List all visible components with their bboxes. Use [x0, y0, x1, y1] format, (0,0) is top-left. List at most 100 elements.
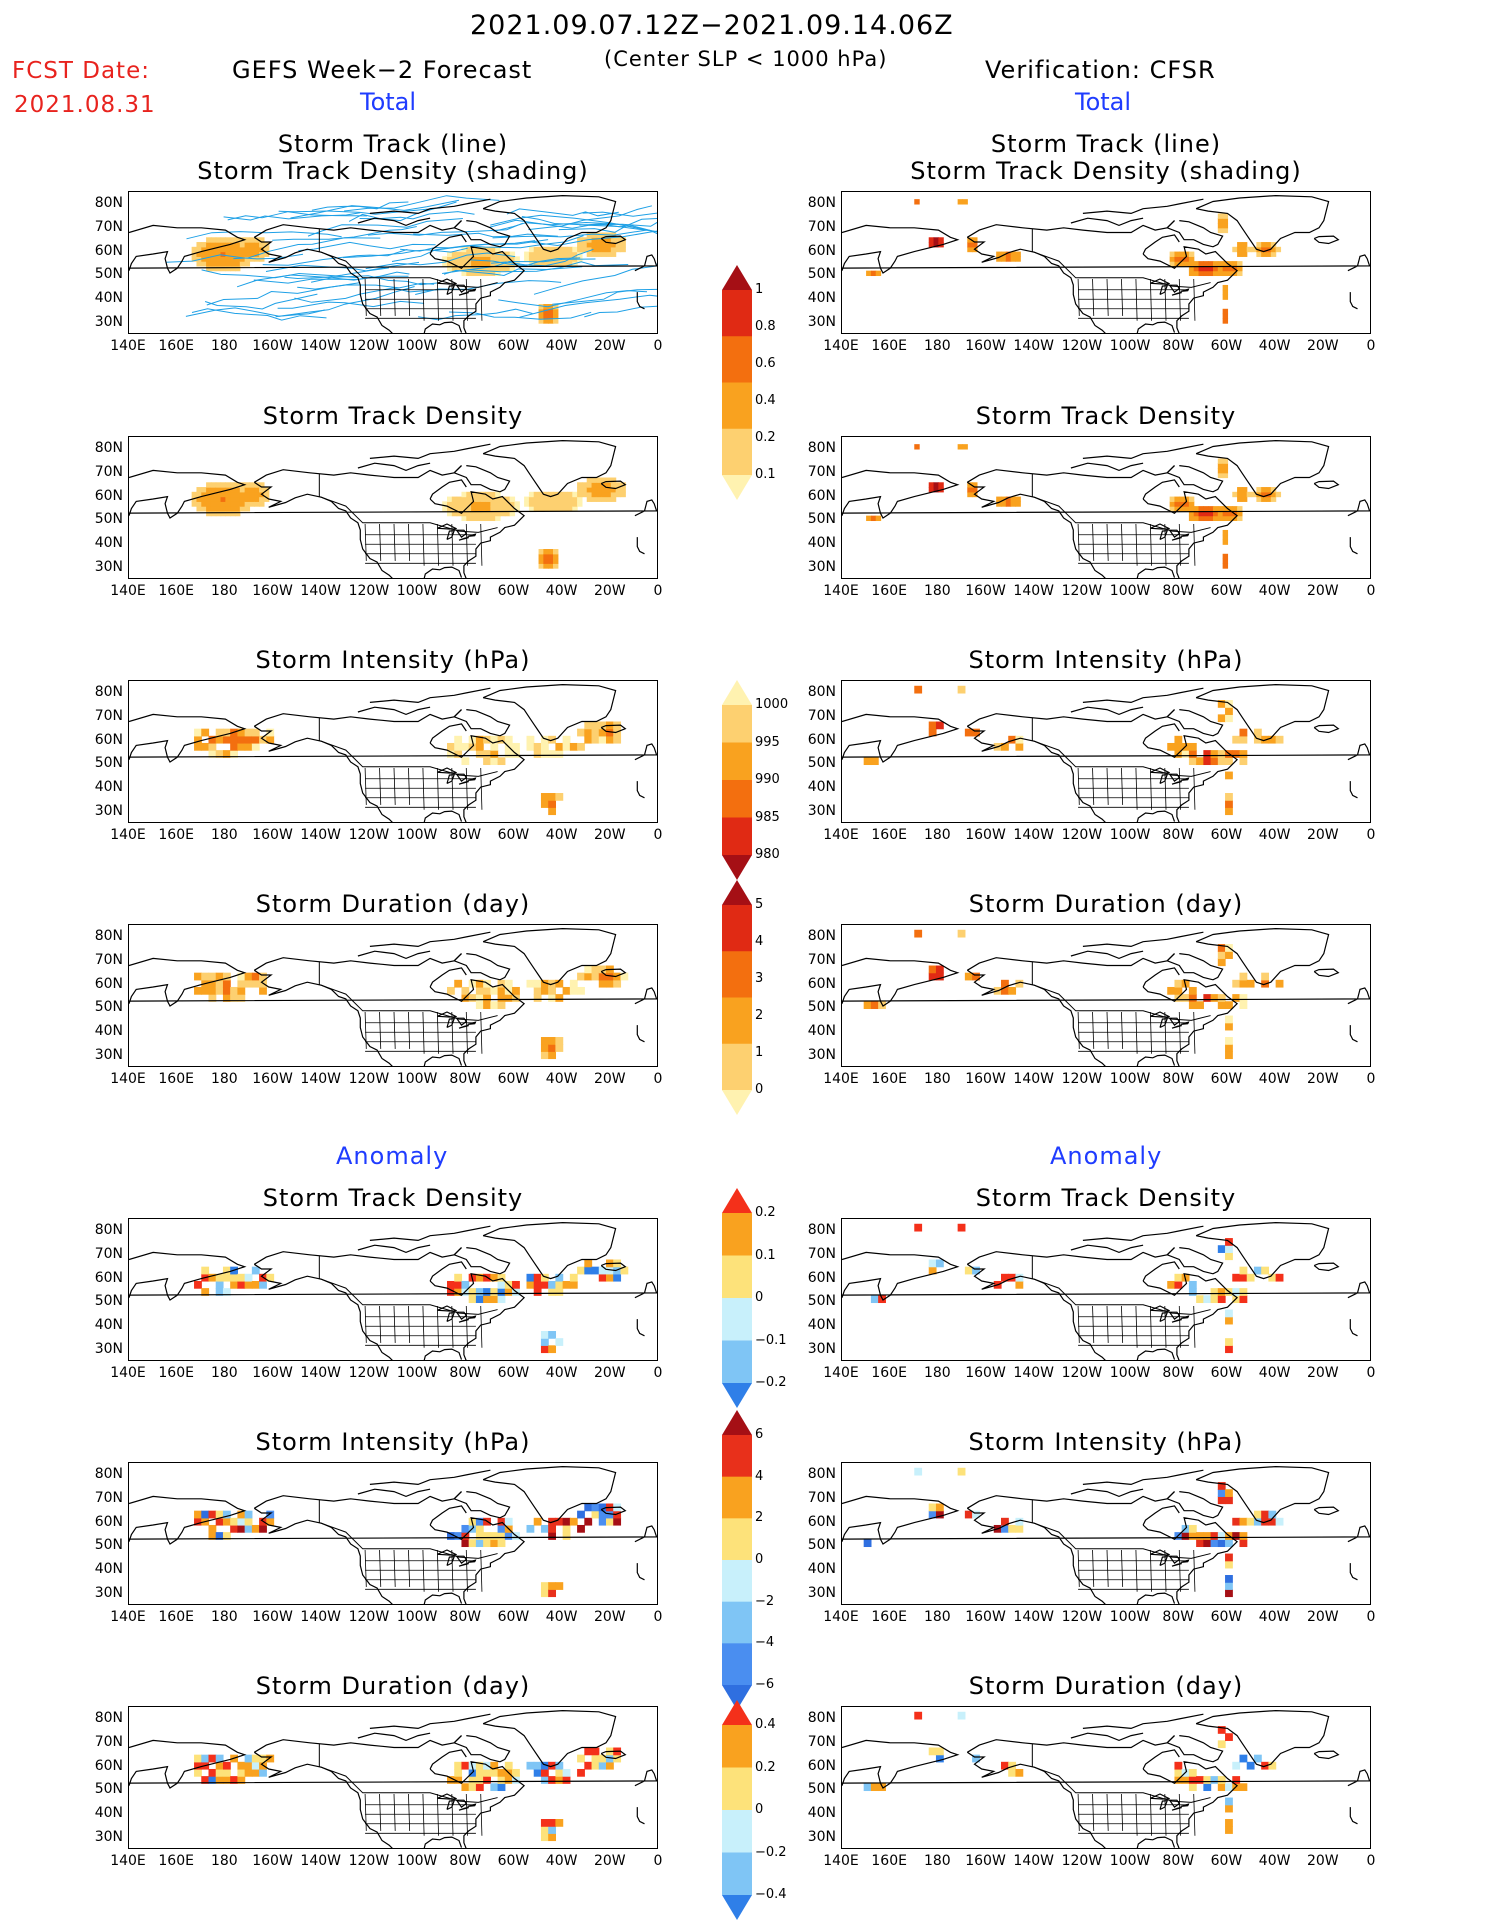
shade-cell [206, 506, 212, 512]
shade-cell [598, 1754, 607, 1763]
coastline [1150, 767, 1170, 774]
shade-cell [1217, 472, 1224, 479]
shade-cell [555, 1338, 564, 1346]
state-border [364, 1305, 367, 1343]
shade-cell [613, 1266, 622, 1275]
shade-cell [254, 501, 260, 507]
shade-cell [497, 1532, 506, 1540]
lon-tick-label: 40W [545, 1609, 578, 1625]
coastline [253, 969, 393, 1066]
shade-cell [555, 750, 564, 758]
map-canvas [842, 927, 1370, 1066]
shade-cell [1217, 1726, 1226, 1734]
shade-cell [1196, 1776, 1204, 1784]
shade-cell [461, 496, 467, 502]
track-line [191, 308, 327, 321]
shade-cell [548, 558, 554, 564]
shade-cell [490, 1768, 499, 1777]
shade-cell [1169, 501, 1176, 507]
coastline [1070, 1732, 1144, 1742]
state-border [451, 278, 454, 321]
shade-cell [540, 1273, 549, 1282]
shade-cell [610, 477, 617, 483]
shade-cell [230, 506, 236, 512]
shade-cell [451, 265, 458, 272]
right-map-density_total [841, 436, 1371, 579]
shade-cell [254, 251, 260, 257]
shade-cell [1188, 1776, 1197, 1784]
shade-cell [225, 237, 231, 243]
shade-cell [548, 553, 554, 560]
country-border [318, 1255, 498, 1315]
shade-cell [485, 491, 491, 498]
shade-cell [1256, 251, 1262, 257]
shade-cell [1174, 986, 1183, 995]
shade-cell [1174, 496, 1180, 502]
shade-cell [485, 251, 491, 257]
coastline [129, 1525, 657, 1543]
shade-cell [237, 1273, 246, 1282]
lat-tick-label: 60N [94, 731, 123, 748]
shade-cell [215, 735, 224, 744]
coastline [423, 1592, 463, 1604]
shade-cell [1188, 1768, 1197, 1777]
state-border [480, 1549, 483, 1592]
shade-cell [1217, 261, 1224, 267]
state-border [1178, 1011, 1181, 1054]
shade-cell [206, 496, 212, 502]
shade-cell [239, 506, 246, 512]
shade-cell [251, 1761, 260, 1770]
coastline [1313, 724, 1340, 734]
shade-cell [584, 1259, 593, 1268]
map-canvas [129, 1221, 657, 1360]
shade-cell [230, 1517, 239, 1526]
lon-tick-label: 0 [653, 338, 663, 354]
shade-cell [266, 1517, 275, 1526]
shade-cell [1232, 246, 1238, 253]
state-border [1149, 767, 1152, 810]
shade-cell [555, 1776, 564, 1784]
shade-cell [928, 1747, 937, 1756]
shade-cell [1261, 251, 1267, 257]
shade-cell [206, 261, 212, 267]
shade-cell [591, 1761, 600, 1770]
coastline [842, 254, 1370, 272]
shade-cell [935, 1503, 944, 1512]
shade-cell [606, 477, 612, 483]
coastline [1150, 1549, 1170, 1556]
coastline [482, 1465, 617, 1524]
shade-cell [244, 1761, 253, 1770]
shade-cell [230, 1524, 239, 1533]
shade-cell [1251, 491, 1257, 498]
colorbar-swatch [722, 1410, 752, 1435]
lat-tick-label: 30N [94, 1047, 123, 1064]
track-line [365, 252, 516, 270]
shade-cell [254, 487, 260, 493]
lon-tick-label: 140W [300, 1365, 341, 1381]
shade-cell [495, 261, 501, 267]
shade-cell [466, 496, 472, 502]
coastline [1082, 1225, 1204, 1242]
shade-cell [1217, 506, 1224, 512]
shade-cell [1208, 270, 1214, 277]
lat-tick-label: 80N [94, 194, 123, 211]
shade-cell [466, 510, 472, 517]
shade-cell [1246, 1273, 1255, 1282]
state-border [1178, 1305, 1181, 1348]
shade-cell [1015, 979, 1024, 988]
state-border [451, 523, 454, 566]
shade-cell [483, 1001, 491, 1010]
shade-cell [466, 256, 472, 262]
colorbar-label: −0.2 [755, 1844, 787, 1860]
lat-tick-label: 50N [807, 999, 836, 1016]
lon-tick-label: 20W [1306, 1071, 1339, 1087]
lon-tick-label: 0 [1366, 583, 1376, 599]
lon-tick-label: 180 [923, 1071, 951, 1087]
shade-cell [483, 1532, 491, 1540]
panel-title: Storm Track Density [975, 402, 1237, 430]
shade-cell [1188, 994, 1197, 1002]
shade-cell [215, 1510, 224, 1519]
shade-cell [928, 482, 935, 488]
state-border [408, 767, 411, 805]
coastline [1159, 1556, 1169, 1567]
